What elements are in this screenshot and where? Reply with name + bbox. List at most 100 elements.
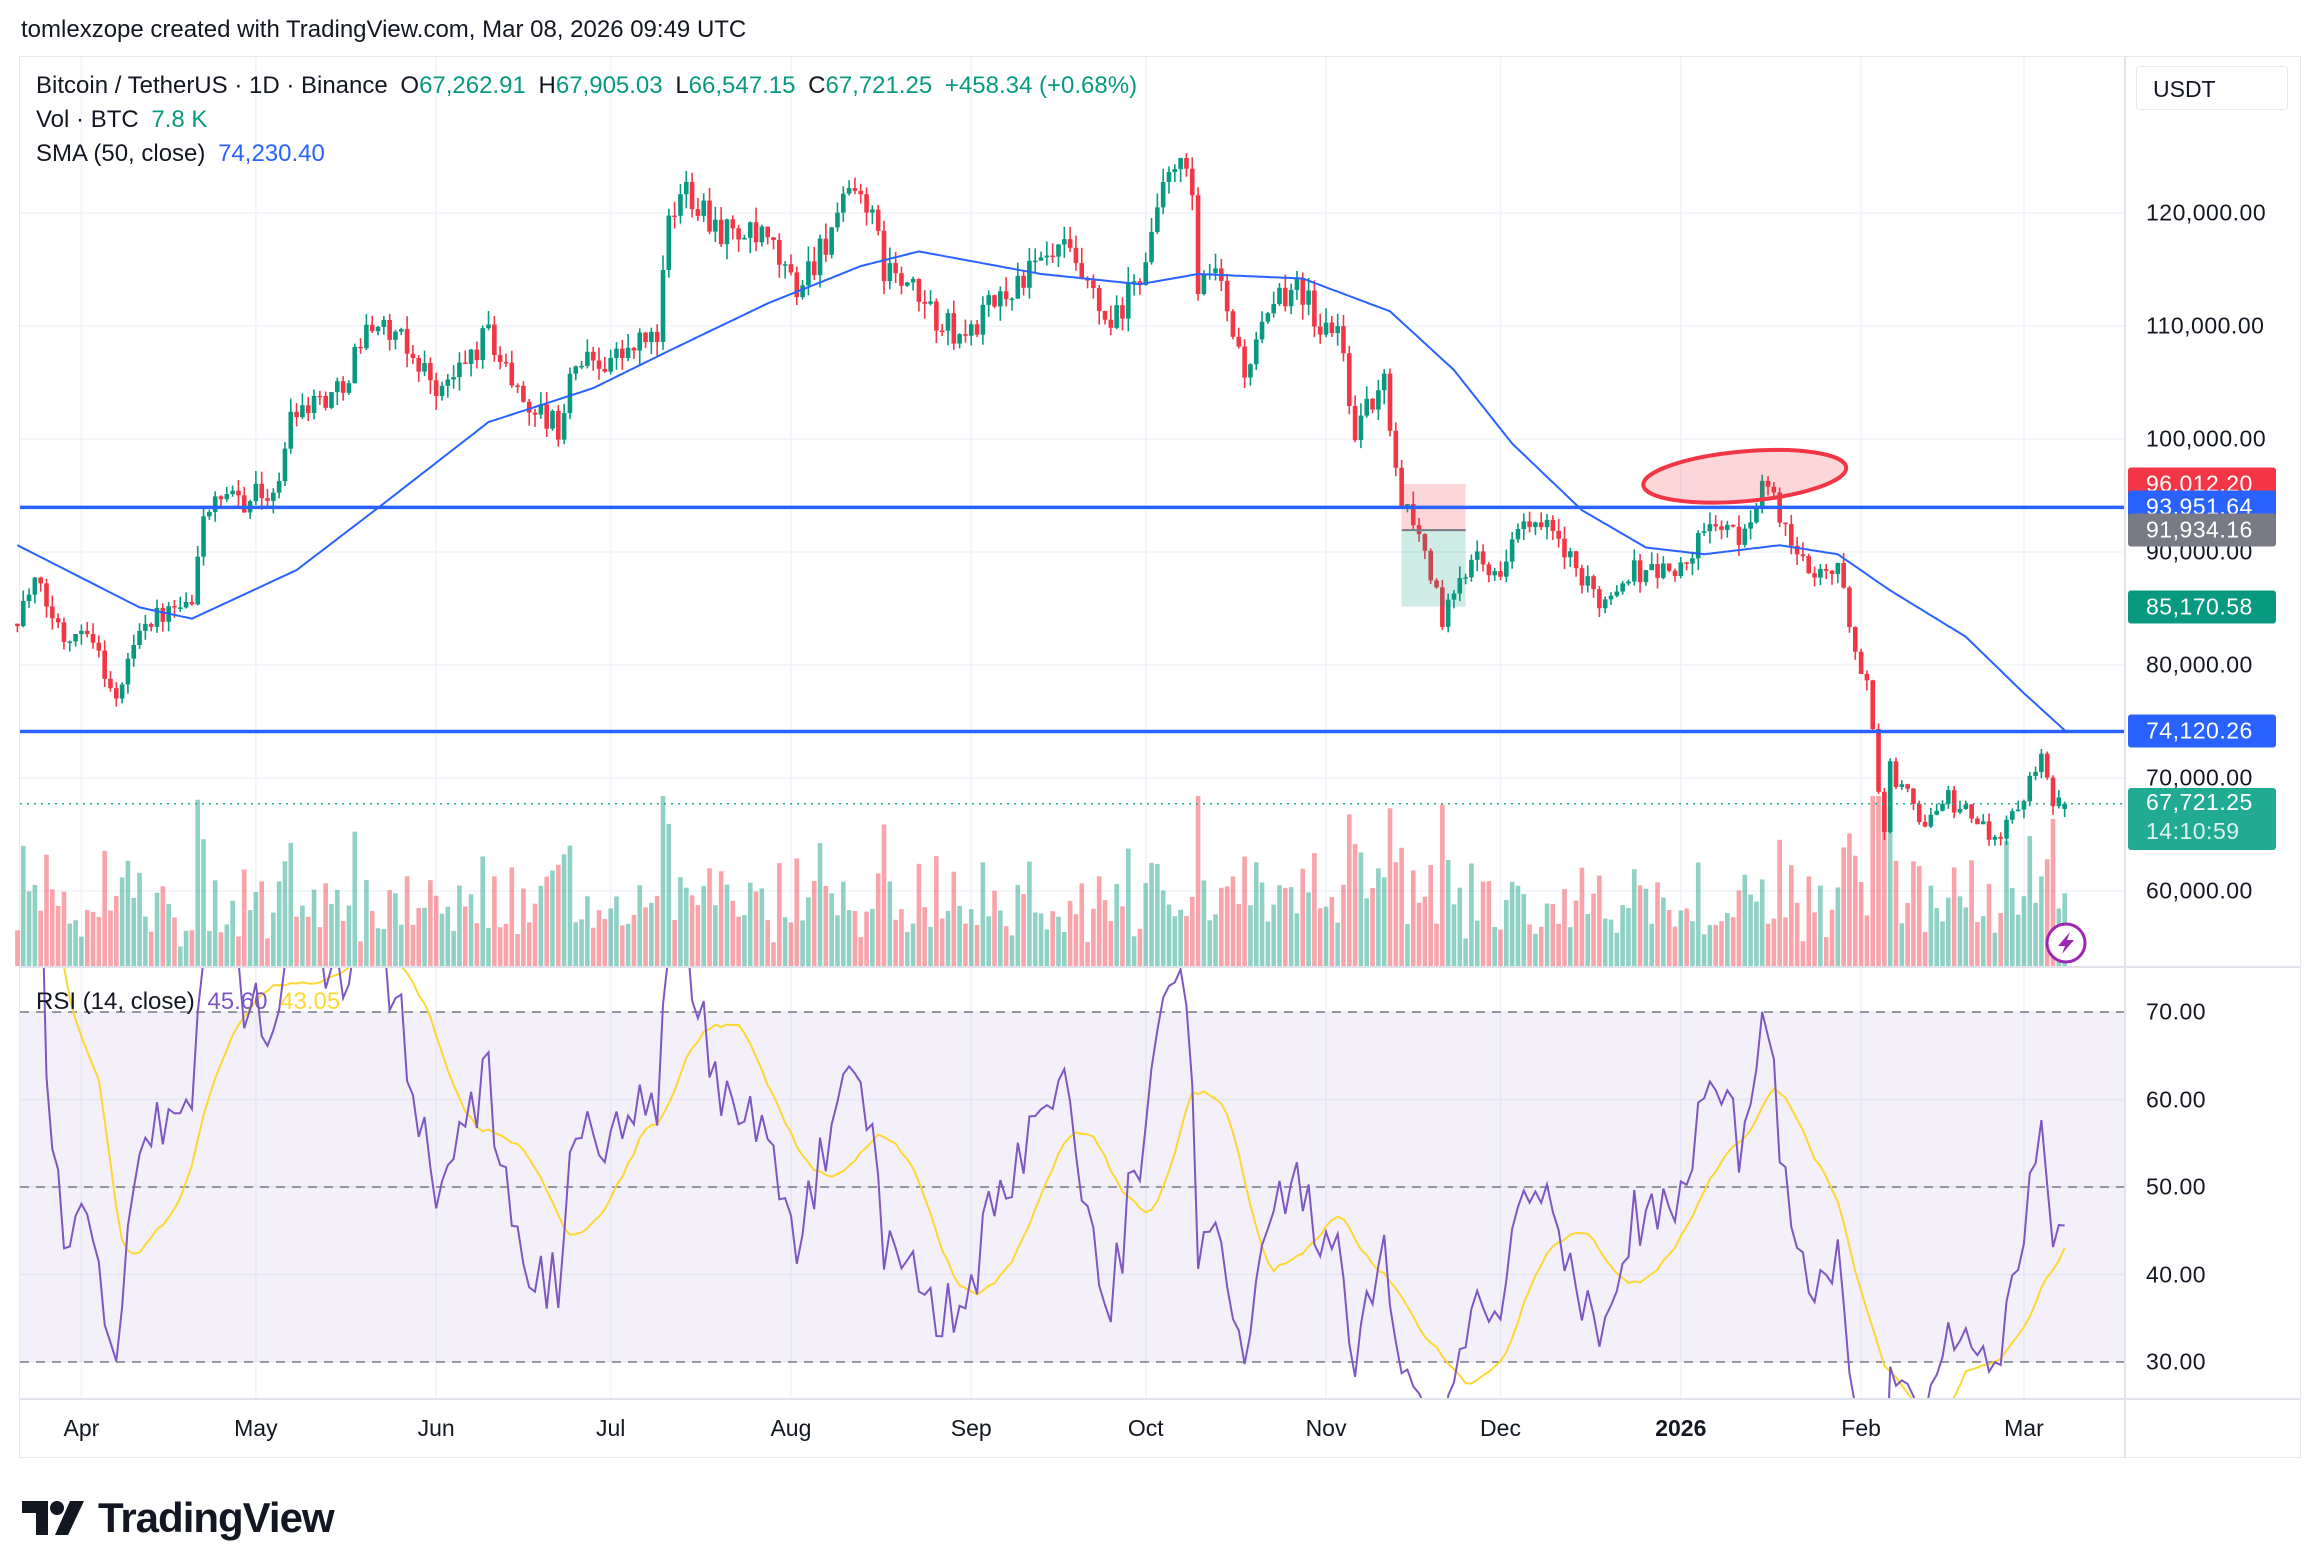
volume-bar — [1550, 904, 1556, 966]
volume-bar — [207, 930, 212, 966]
volume-bar — [1015, 884, 1021, 966]
candle — [1626, 579, 1631, 586]
candle-body — [1114, 305, 1119, 328]
candle — [195, 545, 201, 606]
candle-body — [1504, 561, 1509, 577]
candle-body — [910, 278, 916, 283]
candle — [1602, 596, 1608, 614]
volume-bar — [1236, 904, 1242, 966]
candle — [1544, 514, 1550, 540]
candle-body — [2027, 775, 2033, 802]
candle — [1125, 267, 1131, 332]
candle-body — [730, 219, 736, 229]
candle-body — [1725, 524, 1730, 530]
volume-bar — [1940, 921, 1945, 966]
candle — [1521, 513, 1527, 541]
volume-bar — [753, 891, 759, 966]
candle-body — [1172, 169, 1178, 173]
candle — [381, 316, 387, 335]
candle — [1387, 368, 1393, 437]
volume-bar — [212, 880, 218, 966]
volume-bar — [189, 930, 195, 966]
candle-body — [375, 326, 381, 332]
candle-body — [1585, 576, 1591, 586]
price-label-badge[interactable]: 74,120.26 — [2128, 714, 2276, 748]
candle — [1719, 520, 1724, 540]
volume-bar — [1655, 882, 1660, 966]
candle-body — [1073, 247, 1079, 264]
volume-bar — [271, 912, 276, 966]
lightning-icon[interactable] — [2045, 922, 2087, 964]
candle-body — [387, 320, 392, 340]
candle — [189, 594, 195, 606]
volume-bar — [393, 893, 398, 966]
sma-legend[interactable]: SMA (50, close) 74,230.40 — [36, 140, 331, 168]
candle — [1899, 780, 1905, 790]
price-label-badge[interactable]: 67,721.25 14:10:59 — [2128, 787, 2276, 850]
currency-selector[interactable]: USDT — [2136, 66, 2288, 110]
candle — [614, 342, 619, 370]
candle — [777, 233, 782, 278]
chart-frame[interactable] — [19, 56, 2301, 1458]
volume-bar — [1672, 926, 1678, 966]
candle — [1480, 544, 1486, 572]
volume-bar — [1434, 923, 1439, 966]
candle — [1358, 403, 1364, 449]
rsi-legend[interactable]: RSI (14, close) 45.60 43.05 — [36, 988, 346, 1016]
candle-body — [317, 395, 323, 398]
candle-body — [44, 583, 49, 607]
volume-bar — [1515, 885, 1521, 966]
volume-bar — [1736, 890, 1742, 966]
candle-body — [817, 238, 823, 276]
price-label-badge[interactable]: 85,170.58 — [2128, 590, 2276, 624]
candle-body — [2044, 753, 2050, 778]
candle — [532, 408, 538, 427]
volume-label: Vol · BTC — [36, 106, 139, 133]
candle — [154, 599, 160, 633]
volume-bar — [503, 923, 509, 966]
volume-bar — [44, 854, 49, 966]
symbol-title[interactable]: Bitcoin / TetherUS · 1D · Binance — [36, 72, 388, 99]
volume-bar — [428, 880, 433, 966]
candle — [713, 206, 718, 243]
volume-bar — [1312, 853, 1317, 966]
volume-legend[interactable]: Vol · BTC 7.8 K — [36, 106, 213, 134]
candle-body — [241, 495, 247, 513]
price-label-badge[interactable]: 91,934.16 — [2128, 513, 2276, 547]
volume-bar — [1317, 908, 1323, 966]
volume-bar — [1079, 883, 1085, 966]
candle — [765, 226, 770, 245]
volume-bar — [689, 895, 695, 966]
candle — [550, 409, 555, 431]
candle-body — [50, 606, 55, 619]
symbol-legend[interactable]: Bitcoin / TetherUS · 1D · Binance O67,26… — [36, 72, 1143, 100]
candle-body — [2056, 797, 2062, 807]
candle-body — [1335, 326, 1340, 334]
rsi-tick-label: 30.00 — [2146, 1348, 2207, 1375]
candle-body — [1137, 281, 1143, 285]
candle — [1498, 561, 1503, 581]
candle-body — [1341, 326, 1346, 354]
candle-body — [509, 362, 515, 386]
candle — [2010, 808, 2015, 824]
candle-body — [1666, 563, 1672, 571]
volume-bar — [1283, 888, 1288, 966]
volume-bar — [1538, 926, 1544, 966]
candle-body — [416, 358, 422, 372]
candle-body — [1614, 591, 1620, 596]
candle — [1707, 512, 1713, 544]
candle — [1317, 313, 1323, 344]
candle-body — [2015, 809, 2021, 812]
candle-body — [1102, 310, 1108, 320]
volume-bar — [375, 928, 381, 966]
volume-bar — [1166, 904, 1172, 966]
candle-body — [1620, 583, 1625, 592]
volume-bar — [1631, 869, 1637, 966]
lightning-icon-bolt — [2058, 932, 2074, 954]
candle — [835, 202, 840, 232]
candle-body — [131, 645, 137, 659]
candle — [207, 509, 212, 520]
candle — [870, 205, 875, 225]
volume-bar — [445, 906, 451, 966]
